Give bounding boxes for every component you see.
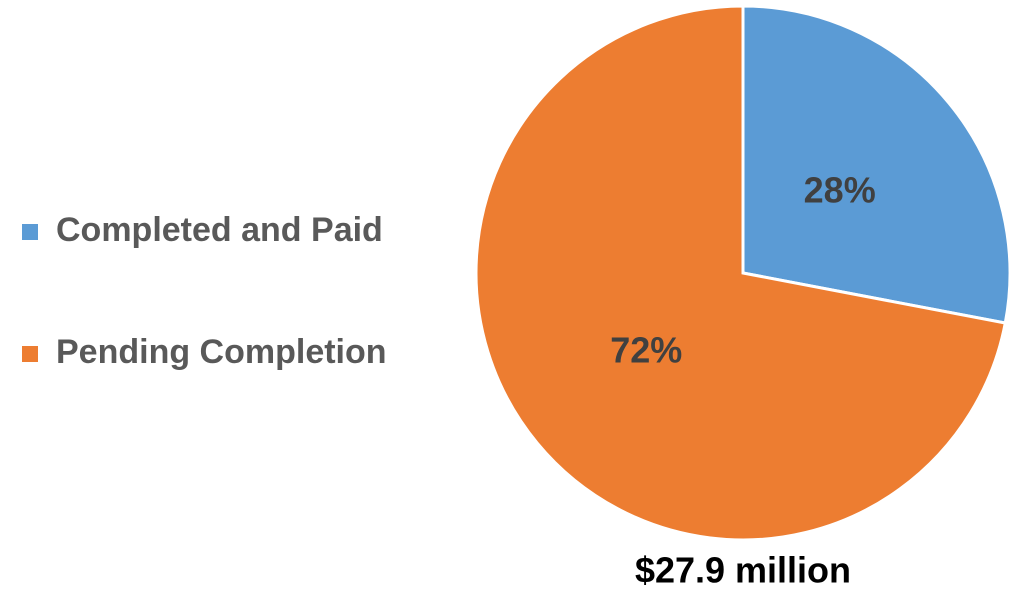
legend-swatch — [22, 224, 38, 240]
legend-label: Pending Completion — [56, 333, 387, 371]
legend-swatch — [22, 346, 38, 362]
pie-slice — [741, 4, 1012, 325]
legend-label: Completed and Paid — [56, 211, 383, 249]
data-label: 72% — [610, 330, 682, 371]
pie-slice — [474, 4, 1008, 542]
chart-annotation: $27.9 million — [635, 550, 851, 591]
data-label: 28% — [804, 170, 876, 211]
